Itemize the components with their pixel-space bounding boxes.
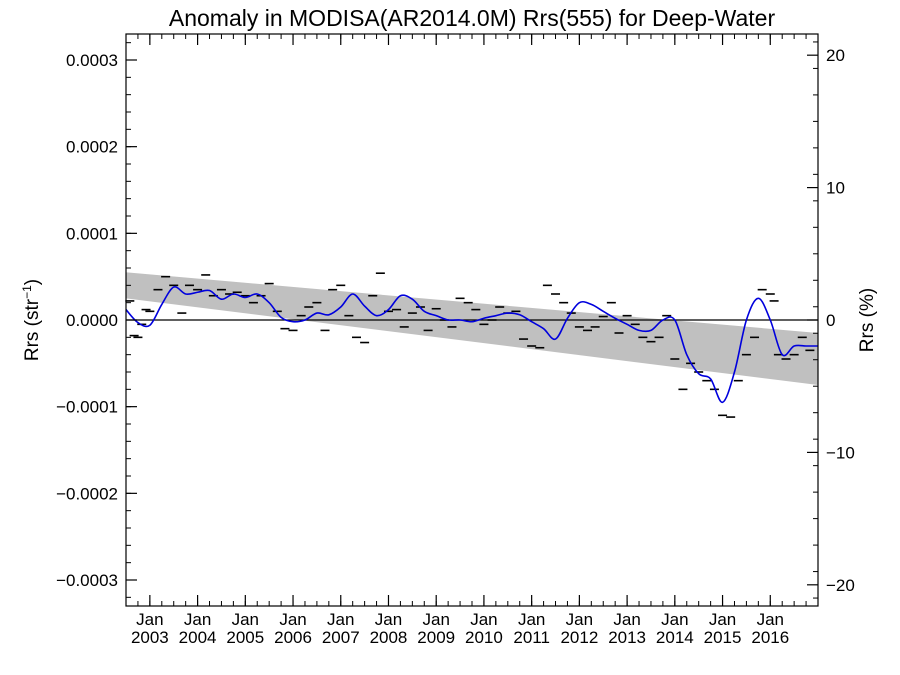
x-tick-month: Jan: [279, 610, 306, 629]
left-y-axis-label-close: ): [22, 279, 43, 285]
x-tick-month: Jan: [136, 610, 163, 629]
x-tick-month: Jan: [566, 610, 593, 629]
x-tick-year: 2007: [322, 628, 360, 647]
left-y-axis-label-sup: −1: [20, 285, 34, 299]
left-tick-label: −0.0001: [56, 398, 118, 417]
x-tick-year: 2010: [465, 628, 503, 647]
x-tick-year: 2012: [560, 628, 598, 647]
x-axis: Jan2003Jan2004Jan2005Jan2006Jan2007Jan20…: [125, 34, 819, 647]
x-tick-month: Jan: [470, 610, 497, 629]
left-tick-label: −0.0002: [56, 484, 118, 503]
x-tick-year: 2003: [131, 628, 169, 647]
x-tick-month: Jan: [422, 610, 449, 629]
x-tick-year: 2016: [751, 628, 789, 647]
x-tick-month: Jan: [613, 610, 640, 629]
right-tick-label: −10: [826, 443, 855, 462]
right-tick-label: 0: [826, 311, 835, 330]
x-tick-month: Jan: [184, 610, 211, 629]
x-tick-year: 2011: [513, 628, 550, 647]
x-tick-year: 2009: [417, 628, 455, 647]
x-tick-year: 2006: [274, 628, 312, 647]
x-tick-year: 2013: [608, 628, 646, 647]
right-tick-label: −20: [826, 576, 855, 595]
x-tick-year: 2015: [704, 628, 742, 647]
trend-band-layer: [126, 272, 818, 385]
left-tick-label: −0.0003: [56, 571, 118, 590]
smoothed-series-line: [125, 286, 818, 404]
x-tick-month: Jan: [232, 610, 259, 629]
x-tick-year: 2014: [656, 628, 694, 647]
x-tick-month: Jan: [709, 610, 736, 629]
right-tick-label: 20: [826, 46, 845, 65]
left-y-axis: 0.0003 0.0002 0.0001 0.0000 −0.0001 −0.0002 −0…: [56, 42, 137, 598]
left-tick-label: 0.0000: [66, 311, 118, 330]
x-tick-year: 2008: [370, 628, 408, 647]
chart-title: Anomaly in MODISA(AR2014.0M) Rrs(555) fo…: [169, 5, 776, 31]
x-tick-month: Jan: [375, 610, 402, 629]
x-tick-year: 2005: [226, 628, 264, 647]
x-tick-month: Jan: [661, 610, 688, 629]
right-y-axis-label: Rrs (%): [857, 288, 878, 352]
left-tick-label: 0.0003: [66, 51, 118, 70]
x-tick-month: Jan: [518, 610, 545, 629]
x-tick-month: Jan: [327, 610, 354, 629]
right-tick-label: 10: [826, 179, 845, 198]
right-y-axis: 20 10 0 −10 −20: [807, 41, 855, 599]
left-y-axis-label-base: Rrs (str: [22, 298, 43, 361]
left-y-axis-label: Rrs (str−1): [20, 279, 43, 361]
x-tick-month: Jan: [757, 610, 784, 629]
smoothed-series-layer: [125, 286, 818, 404]
left-tick-label: 0.0002: [66, 138, 118, 157]
x-tick-year: 2004: [179, 628, 217, 647]
left-tick-label: 0.0001: [66, 224, 118, 243]
trend-band: [126, 272, 818, 385]
